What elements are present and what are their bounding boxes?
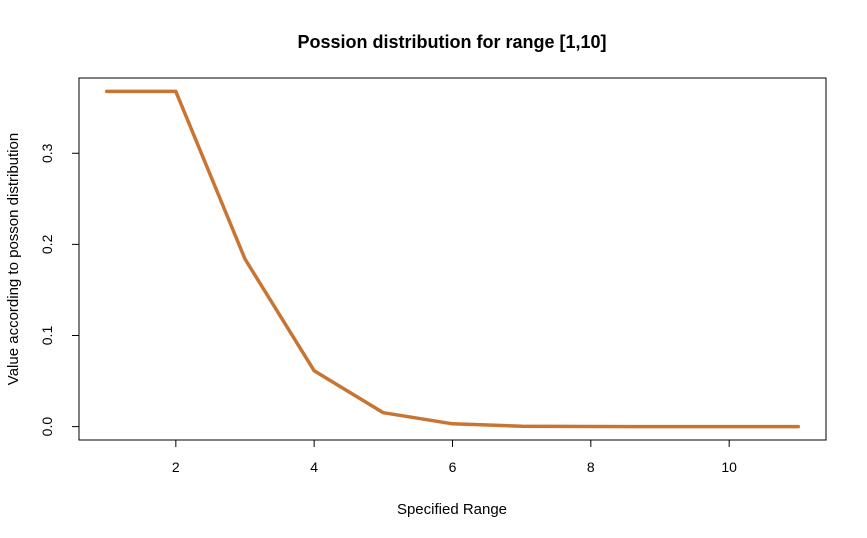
series-line	[104, 89, 801, 429]
y-tick-label: 0.0	[39, 417, 55, 437]
y-axis: 0.0 0.1 0.2 0.3	[39, 143, 80, 437]
y-axis-label: Value according to posson distribution	[5, 133, 22, 385]
x-tick-label: 8	[587, 459, 595, 475]
y-tick-label: 0.3	[39, 143, 55, 163]
x-tick-label: 2	[172, 459, 180, 475]
x-tick-label: 10	[721, 459, 737, 475]
series-group	[104, 89, 801, 429]
x-tick-label: 4	[310, 459, 318, 475]
x-tick-label: 6	[449, 459, 457, 475]
x-axis: 2 4 6 8 10	[172, 439, 737, 475]
chart-title: Possion distribution for range [1,10]	[297, 32, 606, 52]
y-tick-label: 0.1	[39, 326, 55, 346]
x-axis-label: Specified Range	[397, 501, 507, 518]
y-tick-label: 0.2	[39, 234, 55, 254]
